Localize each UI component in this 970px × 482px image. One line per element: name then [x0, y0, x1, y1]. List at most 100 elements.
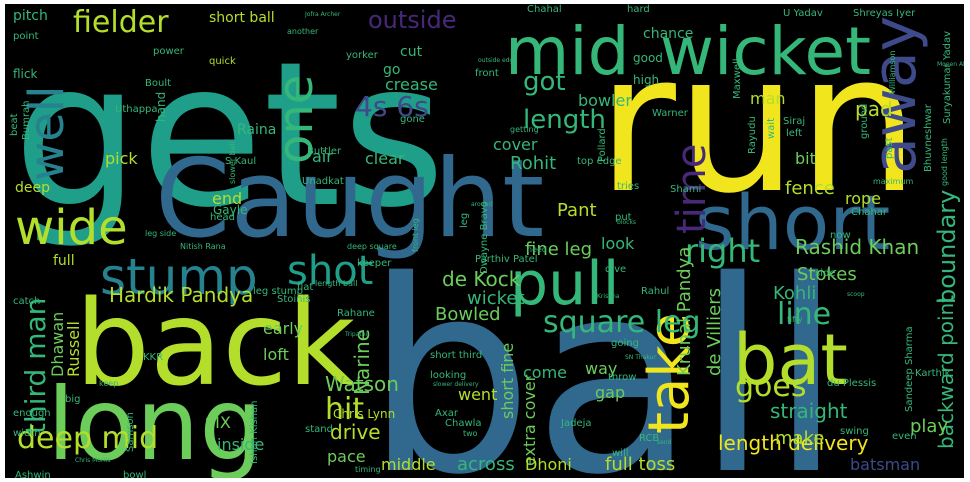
word-across: across [457, 454, 515, 475]
word-stokes: Stokes [797, 264, 857, 285]
word-leg-side: leg side [145, 229, 176, 238]
word-one: one [268, 75, 324, 164]
word-backward-point: backward point [934, 295, 958, 449]
word-short-third: short third [430, 350, 482, 361]
word-end: end [212, 189, 242, 208]
word-warner: Warner [652, 108, 689, 119]
word-point: point [13, 31, 39, 42]
word-ground: ground [859, 104, 870, 139]
word-watson: Watson [325, 372, 399, 396]
word-caught: Caught [155, 137, 544, 262]
word-chris-lynn: Chris Lynn [333, 407, 395, 421]
word-deep-mid: deep mid [17, 421, 158, 456]
word-bhuvneshwar: Bhuvneshwar [923, 103, 934, 172]
word-dive: dive [605, 264, 626, 275]
word-tripathi: Tripathi [344, 331, 368, 338]
word-gone: gone [400, 114, 425, 125]
word-look: look [601, 234, 635, 253]
word-flick: flick [13, 67, 37, 81]
word-boult: Boult [145, 78, 171, 89]
word-de-villiers: de Villiers [704, 288, 725, 376]
word-time: time [669, 144, 715, 234]
word-good: good [633, 51, 663, 65]
word-extra-cover: extra cover [520, 374, 539, 466]
word-sn-thakur: SN Thakur [625, 354, 656, 361]
word-fifty: fifty [787, 315, 803, 324]
word-straight: straight [770, 399, 848, 423]
word-will: will [612, 448, 629, 459]
word-wait: wait [766, 118, 777, 139]
word-buttler: Buttler [307, 146, 342, 157]
word-send: send [657, 439, 672, 446]
word-4s-6s: 4s 6s [355, 90, 429, 123]
word-williamson: Williamson [888, 51, 897, 94]
word-stump: stump [100, 248, 258, 306]
word-come: come [523, 363, 567, 382]
word-cut: cut [400, 44, 423, 60]
word-maxwell: Maxwell [732, 58, 743, 99]
word-went: went [458, 385, 497, 404]
word-length: length [523, 105, 606, 135]
word-getting: getting [510, 125, 539, 134]
word-air: air [312, 147, 333, 166]
word-raina: Raina [237, 122, 276, 138]
word-bumrah: Bumrah [21, 100, 32, 140]
word-length-ball: length ball [315, 279, 357, 288]
word-even: even [892, 431, 917, 442]
word-bowled: Bowled [435, 304, 501, 325]
word-wide: wide [15, 200, 128, 256]
word-well: well [19, 86, 75, 181]
word-mid: mid [505, 13, 630, 90]
word-beat: beat [9, 113, 20, 136]
word-shreyas-iyer: Shreyas Iyer [853, 8, 916, 19]
word-dhawan: Dhawan [48, 312, 67, 377]
word-pitch: pitch [13, 8, 48, 24]
word-line: line [777, 297, 831, 332]
word-throw: throw [608, 372, 636, 383]
word-width: width [13, 428, 41, 439]
word-rayudu: Rayudu [747, 116, 758, 154]
word-ishan-kishan: Ishan Kishan [249, 401, 260, 465]
word-go: go [383, 62, 400, 78]
word-quick: quick [209, 56, 236, 67]
word-rope: rope [845, 189, 881, 208]
word-keeper: keeper [357, 258, 392, 269]
word-suryakumar-yadav: Suryakumar Yadav [942, 31, 953, 124]
word-need: need [527, 245, 547, 254]
word-pant: Pant [557, 200, 597, 221]
word-pace: pace [327, 447, 366, 466]
word-chawla: Chawla [445, 418, 482, 429]
word-dwayne-bravo: Dwayne Bravo [479, 201, 490, 274]
word-pollard: Pollard [597, 128, 608, 162]
word-six: SIX [205, 413, 231, 432]
word-swing: swing [840, 426, 869, 437]
word-rahul: Rahul [641, 286, 669, 297]
word-make: make [775, 428, 824, 449]
word-take: take [637, 313, 702, 434]
word-goes: goes [735, 369, 806, 404]
word-sandeep-sharma: Sandeep Sharma [904, 326, 915, 412]
word-rohit: Rohit [510, 153, 556, 174]
word-hit: hit [325, 392, 364, 427]
word-short-fine: short fine [498, 343, 517, 419]
word-gets: gets [13, 19, 446, 252]
word-tries: tries [617, 181, 639, 192]
word-run: run [597, 13, 919, 236]
word-russell: Russell [64, 321, 83, 377]
word-middle: middle [381, 455, 436, 474]
word-ashwin: Ashwin [15, 470, 51, 478]
word-chris-morris: Chris Morris [75, 457, 111, 464]
word-looking: looking [430, 370, 466, 381]
word-past: past [884, 137, 895, 159]
word-outside-edge: outside edge [478, 57, 517, 64]
word-deep: deep [15, 180, 50, 196]
word-man: man [750, 89, 786, 108]
word-put: put [615, 212, 632, 223]
word-chahal: Chahal [527, 4, 562, 15]
word-pad: pad [855, 97, 893, 121]
word-leg-stump: leg stump [253, 286, 303, 297]
word-pick: pick [105, 149, 138, 168]
word-deep-square: deep square [347, 242, 397, 251]
word-drive: drive [330, 420, 381, 444]
